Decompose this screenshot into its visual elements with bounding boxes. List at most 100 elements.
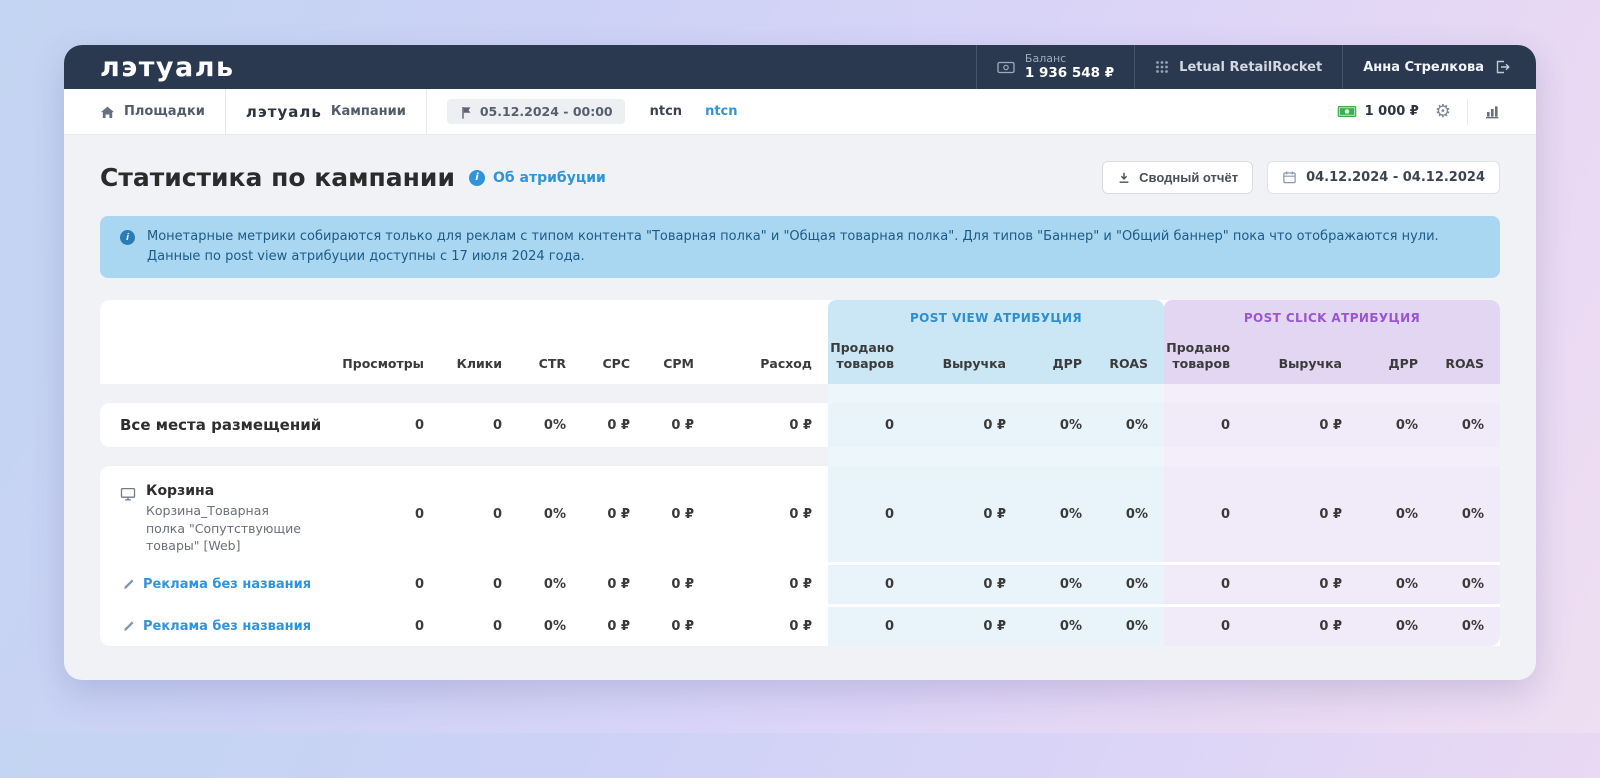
stat-cell: 0 ₽ [671, 506, 694, 522]
stat-cell: 0% [543, 417, 566, 433]
stat-cell: 0% [1358, 565, 1434, 605]
workspace-name: Letual RetailRocket [1179, 59, 1323, 75]
stat-cell: 0 ₽ [789, 577, 812, 593]
nav-platforms[interactable]: Площадки [100, 89, 225, 134]
campaign-start-datetime: 05.12.2024 - 00:00 [479, 104, 613, 119]
stat-cell: 0 [1164, 565, 1246, 605]
stat-cell: 0% [1434, 466, 1500, 563]
calendar-icon [1282, 170, 1297, 185]
pencil-icon[interactable] [122, 620, 135, 633]
ad-name-link[interactable]: Реклама без названия [143, 577, 312, 593]
divider [425, 88, 427, 135]
post-click-group-header: POST CLICK АТРИБУЦИЯ [1164, 300, 1500, 337]
column-header: Продано товаров [1164, 336, 1246, 385]
stat-cell: 0 [828, 466, 910, 563]
brand-logo: лэтуаль [100, 51, 235, 83]
stat-cell: 0 ₽ [607, 417, 630, 433]
stat-cell: 0 ₽ [1246, 403, 1358, 448]
balance-label: Баланс [1024, 51, 1067, 65]
flag-icon [459, 105, 473, 119]
divider [224, 88, 226, 135]
nav-campaigns[interactable]: лэтуаль Кампании [226, 89, 426, 134]
stat-cell: 0 ₽ [910, 607, 1022, 647]
banner-line-2: Данные по post view атрибуции доступны с… [147, 249, 585, 265]
stat-cell: 0% [1358, 607, 1434, 647]
stat-cell: 0% [1098, 565, 1164, 605]
stat-cell: 0 ₽ [1246, 607, 1358, 647]
logout-icon[interactable] [1494, 59, 1510, 75]
main-content: Статистика по кампании i Об атрибуции Св… [64, 135, 1536, 680]
stat-cell: 0 [492, 577, 502, 593]
monitor-icon [120, 486, 136, 502]
column-header: Выручка [1246, 336, 1358, 385]
download-icon [1117, 171, 1131, 185]
stat-cell: 0 [1164, 607, 1246, 647]
stat-cell: 0% [1434, 565, 1500, 605]
placement-column-header [100, 336, 348, 384]
stat-cell: 0% [1022, 565, 1098, 605]
row-label: Все места размещений [120, 416, 322, 435]
gear-icon[interactable]: ⚙ [1434, 100, 1451, 122]
info-icon: i [120, 230, 135, 245]
app-window: лэтуаль Баланс 1 936 548 ₽ Letual Retail… [64, 45, 1536, 681]
stat-cell: 0% [1098, 403, 1164, 448]
placement-group: Корзина Корзина_Товарная полка "Сопутств… [100, 466, 1500, 647]
stat-cell: 0 [414, 506, 424, 522]
table-row-ad: Реклама без названия 0 0 0% 0 ₽ 0 ₽ 0 ₽ … [100, 604, 1500, 647]
attribution-link[interactable]: Об атрибуции [492, 169, 606, 186]
stat-cell: 0 ₽ [910, 403, 1022, 448]
banknote-outline-icon [997, 61, 1015, 74]
divider [1467, 98, 1468, 125]
stat-cell: 0 ₽ [789, 417, 812, 433]
balance-section: Баланс 1 936 548 ₽ [975, 45, 1134, 89]
stat-cell: 0% [1434, 607, 1500, 647]
table-gap [100, 384, 1500, 404]
campaign-context: 05.12.2024 - 00:00 ntcn ntcn [427, 89, 758, 134]
ad-name-link[interactable]: Реклама без названия [143, 619, 312, 635]
column-header: ДРР [1358, 336, 1434, 385]
stat-cell: 0% [1022, 466, 1098, 563]
post-view-group-header: POST VIEW АТРИБУЦИЯ [828, 300, 1164, 337]
workspace-switcher[interactable]: Letual RetailRocket [1134, 45, 1342, 89]
stat-cell: 0 ₽ [671, 577, 694, 593]
column-header: Клики [456, 356, 502, 372]
column-header: Просмотры [342, 356, 424, 372]
stat-cell: 0 ₽ [607, 577, 630, 593]
stat-cell: 0 [1164, 466, 1246, 563]
statistics-table: POST VIEW АТРИБУЦИЯ POST CLICK АТРИБУЦИЯ… [100, 300, 1500, 647]
date-range-picker[interactable]: 04.12.2024 - 04.12.2024 [1267, 161, 1500, 194]
stat-cell: 0% [1434, 403, 1500, 448]
user-menu[interactable]: Анна Стрелкова [1342, 45, 1536, 89]
placement-name: Корзина [146, 483, 215, 500]
user-name: Анна Стрелкова [1363, 59, 1484, 75]
column-header: Продано товаров [828, 336, 910, 385]
column-header: ROAS [1434, 336, 1500, 385]
stat-cell: 0 [492, 506, 502, 522]
date-range-value: 04.12.2024 - 04.12.2024 [1306, 170, 1485, 185]
stat-cell: 0% [1098, 607, 1164, 647]
wallet-budget[interactable]: 1 000 ₽ [1337, 104, 1419, 119]
placement-description: Корзина_Товарная полка "Сопутствующие то… [146, 503, 301, 554]
column-header: Выручка [910, 336, 1022, 385]
stat-cell: 0 ₽ [671, 619, 694, 635]
stat-cell: 0 [828, 565, 910, 605]
stat-cell: 0% [543, 619, 566, 635]
top-bar: лэтуаль Баланс 1 936 548 ₽ Letual Retail… [64, 45, 1536, 89]
balance-value: 1 936 548 ₽ [1024, 65, 1115, 82]
banner-line-1: Монетарные метрики собираются только для… [147, 229, 1439, 244]
campaign-link[interactable]: ntcn [705, 104, 738, 119]
stat-cell: 0% [543, 506, 566, 522]
stat-cell: 0 [828, 607, 910, 647]
column-header: Расход [760, 356, 812, 372]
page-title: Статистика по кампании [100, 163, 455, 192]
stat-cell: 0% [1098, 466, 1164, 563]
column-header: CTR [538, 356, 566, 372]
summary-report-button[interactable]: Сводный отчёт [1102, 161, 1254, 194]
pencil-icon[interactable] [122, 578, 135, 591]
column-header: CPM [663, 356, 694, 372]
stat-cell: 0% [1358, 403, 1434, 448]
stat-cell: 0 ₽ [789, 619, 812, 635]
table-row-ad: Реклама без названия 0 0 0% 0 ₽ 0 ₽ 0 ₽ … [100, 562, 1500, 605]
statistics-icon[interactable] [1484, 104, 1500, 120]
stat-cell: 0 ₽ [607, 506, 630, 522]
